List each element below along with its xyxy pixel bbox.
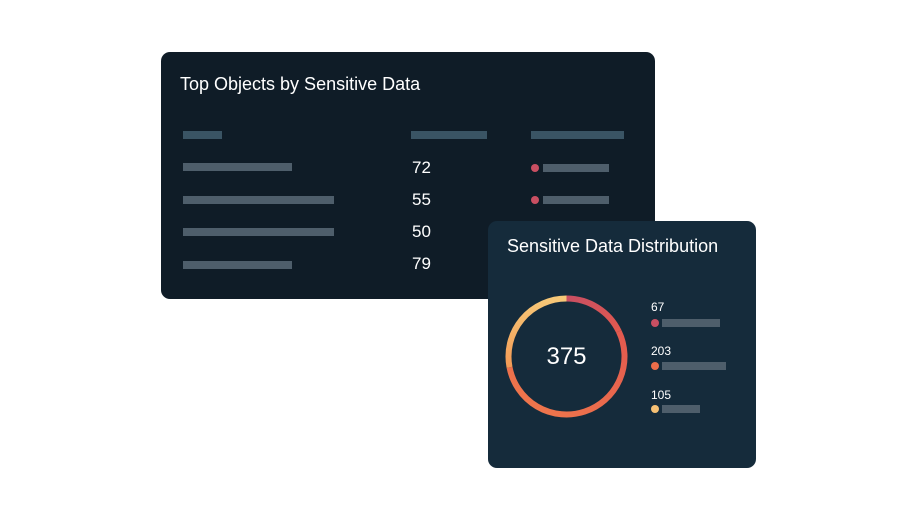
row-4-count: 79 xyxy=(412,254,431,273)
column-header-status xyxy=(531,131,624,139)
sensitive-data-distribution-card: Sensitive Data Distribution 375 67 203 1… xyxy=(488,221,756,468)
row-4-name-placeholder xyxy=(183,261,292,269)
row-3-name-placeholder xyxy=(183,228,334,236)
top-objects-card: Top Objects by Sensitive Data 72 55 50 7… xyxy=(161,52,655,299)
row-1-count: 72 xyxy=(412,158,431,177)
legend-bar-2 xyxy=(662,362,726,370)
row-2-status-dot xyxy=(531,196,539,204)
top-objects-title: Top Objects by Sensitive Data xyxy=(180,74,421,94)
legend-value-2: 203 xyxy=(651,344,672,358)
row-2-name-placeholder xyxy=(183,196,334,204)
row-3-count: 50 xyxy=(412,222,431,241)
distribution-donut xyxy=(505,295,628,418)
donut-segment-3 xyxy=(505,295,567,368)
donut-segment-2 xyxy=(506,330,628,418)
row-1-status-placeholder xyxy=(543,164,609,172)
donut-segment-1 xyxy=(566,295,622,333)
row-1-status-dot xyxy=(531,164,539,172)
legend-value-3: 105 xyxy=(651,388,672,402)
distribution-total: 375 xyxy=(546,342,587,370)
distribution-title: Sensitive Data Distribution xyxy=(507,236,719,256)
legend-dot-3 xyxy=(651,405,659,413)
legend-bar-1 xyxy=(662,319,720,327)
row-2-count: 55 xyxy=(412,190,431,209)
legend-dot-2 xyxy=(651,362,659,370)
column-header-name xyxy=(183,131,222,139)
column-header-count xyxy=(411,131,487,139)
legend-dot-1 xyxy=(651,319,659,327)
legend-value-1: 67 xyxy=(651,300,665,314)
legend-bar-3 xyxy=(662,405,700,413)
row-2-status-placeholder xyxy=(543,196,609,204)
row-1-name-placeholder xyxy=(183,163,292,171)
